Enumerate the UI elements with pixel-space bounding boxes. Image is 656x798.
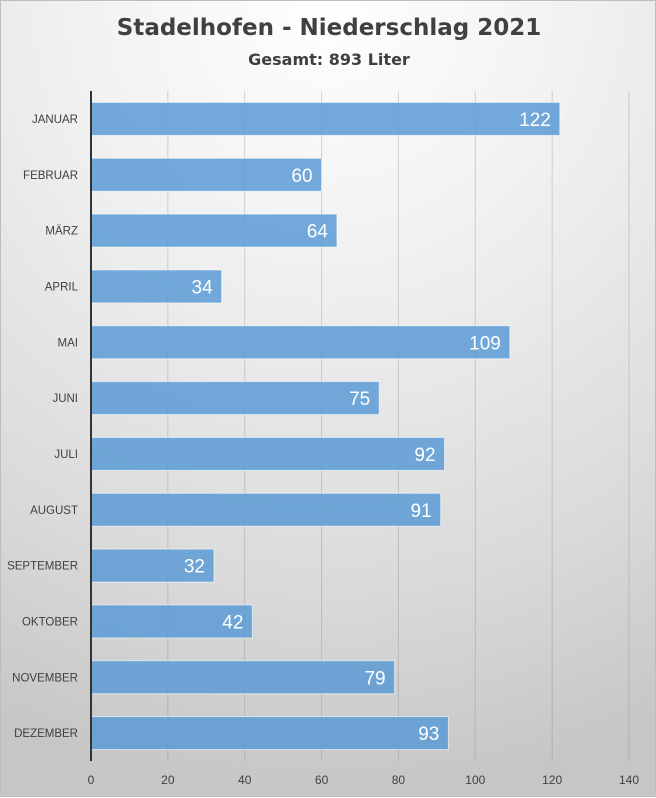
data-label: 75 — [349, 389, 370, 410]
bar — [90, 492, 442, 527]
x-tick-label: 60 — [315, 773, 329, 787]
bar — [90, 716, 449, 751]
x-tick-label: 100 — [465, 773, 485, 787]
x-tick-label: 80 — [392, 773, 406, 787]
category-label: JANUAR — [32, 114, 78, 126]
data-label: 64 — [307, 222, 329, 243]
bar — [90, 660, 396, 695]
bar — [90, 213, 338, 248]
category-label: MAI — [58, 337, 78, 349]
category-label: APRIL — [45, 281, 79, 293]
data-label: 92 — [414, 445, 435, 466]
category-label: JULI — [54, 449, 78, 461]
bar — [90, 548, 215, 583]
bar — [90, 325, 511, 360]
x-tick-label: 0 — [88, 773, 95, 787]
data-label: 91 — [411, 501, 432, 522]
bar — [90, 157, 323, 192]
data-label: 60 — [291, 166, 312, 187]
x-tick-label: 40 — [238, 773, 252, 787]
data-label: 93 — [418, 724, 439, 745]
category-label: AUGUST — [30, 505, 78, 517]
category-label: MÄRZ — [45, 226, 78, 238]
category-label: JUNI — [52, 393, 78, 405]
x-tick-label: 20 — [161, 773, 175, 787]
bar — [90, 436, 446, 471]
data-label: 79 — [364, 668, 385, 689]
data-label: 122 — [519, 110, 551, 131]
data-label: 109 — [469, 333, 501, 354]
bar — [90, 381, 380, 416]
bar — [90, 604, 253, 639]
data-label: 34 — [192, 277, 214, 298]
category-label: DEZEMBER — [14, 728, 78, 740]
data-label: 42 — [222, 612, 243, 633]
x-tick-label: 140 — [619, 773, 639, 787]
chart-subtitle: Gesamt: 893 Liter — [248, 50, 410, 69]
bar — [90, 269, 223, 304]
category-label: NOVEMBER — [12, 672, 78, 684]
bar — [90, 101, 561, 136]
chart-title: Stadelhofen - Niederschlag 2021 — [116, 15, 542, 41]
category-label: OKTOBER — [22, 616, 78, 628]
category-label: SEPTEMBER — [7, 561, 78, 573]
data-label: 32 — [184, 557, 205, 578]
category-label: FEBRUAR — [23, 170, 78, 182]
x-tick-label: 120 — [542, 773, 562, 787]
